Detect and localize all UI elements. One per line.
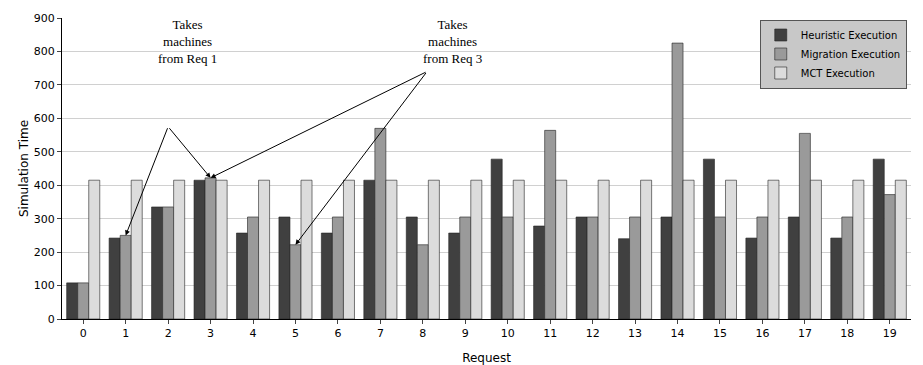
svg-text:MCT Execution: MCT Execution <box>801 68 875 79</box>
svg-text:6: 6 <box>334 327 341 340</box>
svg-text:4: 4 <box>250 327 257 340</box>
svg-text:400: 400 <box>34 179 55 192</box>
svg-text:15: 15 <box>713 327 727 340</box>
svg-text:100: 100 <box>34 279 55 292</box>
svg-text:0: 0 <box>80 327 87 340</box>
svg-text:Request: Request <box>462 351 511 365</box>
svg-text:Heuristic Execution: Heuristic Execution <box>801 30 898 41</box>
svg-text:1: 1 <box>122 327 129 340</box>
svg-text:800: 800 <box>34 45 55 58</box>
svg-text:900: 900 <box>34 12 55 25</box>
svg-text:500: 500 <box>34 146 55 159</box>
svg-text:2: 2 <box>165 327 172 340</box>
svg-text:9: 9 <box>462 327 469 340</box>
svg-text:200: 200 <box>34 246 55 259</box>
svg-text:600: 600 <box>34 112 55 125</box>
svg-text:17: 17 <box>798 327 812 340</box>
svg-text:Simulation Time: Simulation Time <box>17 120 31 217</box>
svg-text:14: 14 <box>671 327 685 340</box>
svg-text:7: 7 <box>377 327 384 340</box>
svg-text:700: 700 <box>34 79 55 92</box>
svg-text:16: 16 <box>755 327 769 340</box>
svg-text:8: 8 <box>419 327 426 340</box>
svg-text:3: 3 <box>207 327 214 340</box>
svg-text:11: 11 <box>543 327 557 340</box>
svg-text:19: 19 <box>883 327 897 340</box>
svg-text:Migration Execution: Migration Execution <box>801 49 900 60</box>
svg-text:10: 10 <box>501 327 515 340</box>
svg-text:18: 18 <box>840 327 854 340</box>
svg-text:300: 300 <box>34 213 55 226</box>
svg-text:13: 13 <box>628 327 642 340</box>
svg-text:12: 12 <box>586 327 600 340</box>
svg-text:5: 5 <box>292 327 299 340</box>
svg-text:Takesmachinesfrom Req 3: Takesmachinesfrom Req 3 <box>423 17 482 66</box>
svg-text:Takesmachinesfrom Req 1: Takesmachinesfrom Req 1 <box>158 17 217 66</box>
svg-text:0: 0 <box>48 313 55 326</box>
